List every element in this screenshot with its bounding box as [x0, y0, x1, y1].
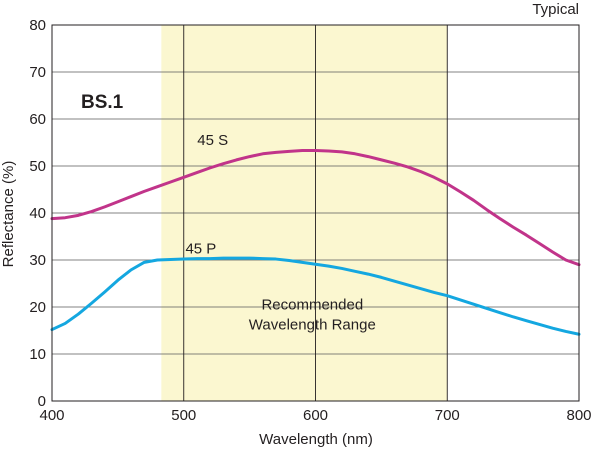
series-layer — [50, 148, 581, 336]
x-tick-label-400: 400 — [39, 407, 64, 424]
band-label-line-2: Wavelength Range — [249, 317, 376, 334]
y-axis-label: Reflectance (%) — [0, 161, 17, 268]
tick-labels: 400 500 600 700 800 0 10 20 30 40 50 60 70 80 — [29, 17, 591, 424]
y-tick-label-20: 20 — [29, 299, 46, 316]
y-tick-label-10: 10 — [29, 346, 46, 363]
series-line-0 — [50, 148, 581, 267]
gridlines — [52, 25, 579, 401]
y-tick-label-70: 70 — [29, 64, 46, 81]
x-tick-label-600: 600 — [303, 407, 328, 424]
band-label-line-1: Recommended — [261, 296, 363, 313]
x-tick-label-800: 800 — [566, 407, 591, 424]
chart-title: BS.1 — [81, 92, 124, 113]
y-tick-label-80: 80 — [29, 17, 46, 34]
x-tick-label-500: 500 — [171, 407, 196, 424]
y-tick-label-40: 40 — [29, 205, 46, 222]
y-tick-label-0: 0 — [38, 393, 46, 410]
y-tick-label-60: 60 — [29, 111, 46, 128]
series-label-45s: 45 S — [197, 132, 228, 149]
chart-note: Typical — [532, 1, 579, 18]
x-tick-label-700: 700 — [435, 407, 460, 424]
y-tick-label-50: 50 — [29, 158, 46, 175]
x-axis-label: Wavelength (nm) — [259, 431, 373, 448]
series-label-45p: 45 P — [185, 240, 216, 257]
plot-frame — [51, 24, 580, 402]
y-tick-label-30: 30 — [29, 252, 46, 269]
series-line-1 — [50, 256, 581, 336]
